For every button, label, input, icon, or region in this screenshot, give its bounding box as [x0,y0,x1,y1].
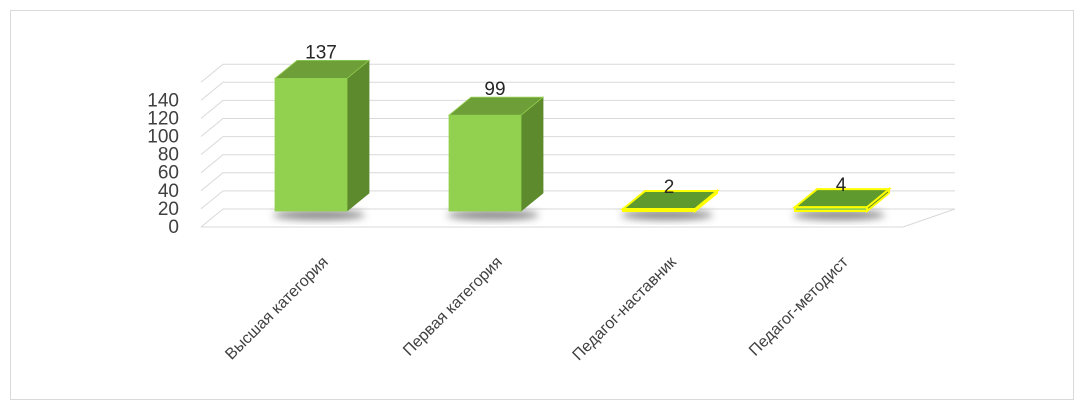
y-tick-label: 100 [147,127,179,148]
grid-line [200,99,955,119]
chart-frame: 0 20 40 60 80 100 120 140 137 99 2 4 Высшая катего… [10,10,1074,400]
bar [792,187,892,220]
bar-top [792,188,892,209]
category-label: Высшая категория [222,254,331,363]
bar-side [346,59,370,212]
grid-line [200,136,955,155]
data-label: 99 [484,79,505,100]
floor-right-edge [902,208,956,228]
bar-top [620,190,720,210]
data-label: 4 [836,175,847,196]
y-tick-label: 140 [147,90,179,111]
data-labels: 137 99 2 4 [305,42,847,198]
data-label: 137 [305,42,337,63]
category-label: Первая категория [400,254,506,360]
bar [273,59,371,220]
y-tick-label: 0 [168,217,179,238]
bar-shadow [793,210,885,220]
grid-lines [200,63,956,228]
y-tick-label: 40 [158,181,179,202]
bar [620,188,720,220]
grid-line [200,154,955,174]
bar [447,96,545,220]
grid-line [200,63,955,83]
category-label: Педагог-методист [746,253,852,359]
category-labels: Высшая категория Первая категория Педагог-… [222,253,852,364]
data-label: 2 [664,177,675,198]
bars [273,59,892,220]
bar-shadow [621,210,713,220]
grid-line [200,208,955,228]
bar-top [273,59,371,79]
bar-side [520,96,544,212]
bar-front [274,77,348,212]
grid-line [200,81,955,101]
y-tick-label: 80 [158,145,179,166]
bar-shadow [447,210,539,220]
bar-front [448,114,522,212]
bar-shadow [273,210,365,220]
y-tick-label: 120 [147,108,179,129]
y-tick-label: 20 [158,199,179,220]
bar-top [447,96,545,116]
category-label: Педагог-наставник [570,253,681,364]
grid-line [200,118,955,137]
grid-line [200,172,955,192]
y-tick-label: 60 [158,163,179,184]
